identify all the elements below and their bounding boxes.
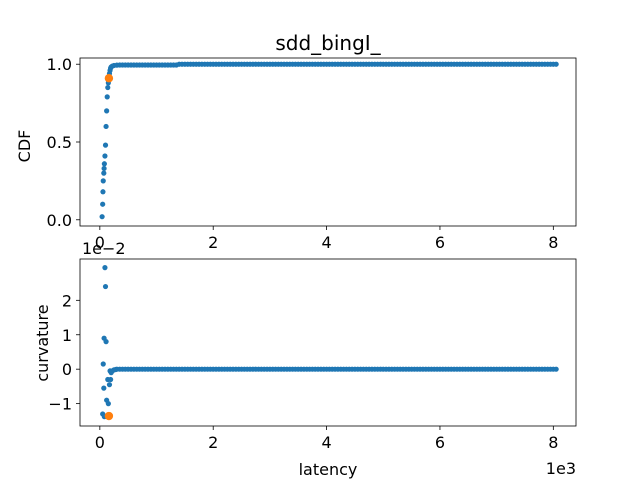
cdf-xtick-label: 2 — [208, 233, 218, 252]
cdf-ytick-label: 0.5 — [47, 133, 72, 152]
cdf-points — [99, 61, 559, 220]
curvature-data-point — [102, 265, 108, 271]
latency-x-scale-label: 1e3 — [546, 459, 576, 478]
curvature-xtick-label: 8 — [548, 433, 558, 452]
cdf-data-point — [104, 94, 110, 100]
cdf-ylabel: CDF — [15, 130, 34, 163]
curvature-data-point — [108, 376, 114, 383]
cdf-xtick-label: 0 — [95, 233, 105, 252]
cdf-xtick-label: 4 — [321, 233, 331, 252]
chart-title: sdd_bingI_ — [275, 31, 381, 55]
cdf-highlight-point — [104, 74, 114, 83]
cdf-data-point — [100, 189, 106, 195]
curvature-data-point — [102, 283, 109, 290]
curvature-data-point — [100, 361, 106, 367]
curvature-ytick-label: 0 — [62, 360, 72, 379]
cdf-data-point — [100, 201, 106, 207]
curvature-points — [100, 265, 559, 421]
curvature-data-point — [105, 401, 111, 407]
cdf-data-point — [100, 178, 106, 184]
cdf-xtick-group: 0 2 4 6 8 — [95, 226, 558, 252]
curvature-highlight-point — [104, 411, 114, 421]
curvature-ytick-group: −1 0 1 2 — [48, 291, 80, 414]
cdf-data-point — [102, 153, 108, 159]
curvature-xtick-label: 6 — [435, 433, 445, 452]
cdf-xtick-label: 8 — [548, 233, 558, 252]
curvature-y-scale-label: 1e−2 — [82, 239, 126, 258]
cdf-subplot: sdd_bingI_ CDF 0.0 0.5 1.0 0 2 4 6 8 — [15, 31, 577, 252]
curvature-data-point — [106, 382, 113, 388]
latency-xlabel: latency — [299, 460, 358, 479]
curvature-xtick-group: 0 2 4 6 8 — [95, 426, 558, 452]
curvature-subplot: 1e−2 curvature latency 1e3 −1 0 1 2 0 2 4 6 8 — [33, 239, 577, 479]
cdf-data-point — [101, 170, 107, 176]
curvature-ytick-label: 1 — [62, 326, 72, 345]
curvature-ytick-label: 2 — [62, 291, 72, 310]
cdf-xtick-label: 6 — [435, 233, 445, 252]
cdf-ytick-label: 0.0 — [47, 211, 72, 230]
curvature-data-point — [101, 385, 107, 391]
curvature-ylabel: curvature — [33, 304, 52, 381]
cdf-data-point — [105, 84, 111, 91]
cdf-data-point — [99, 214, 105, 220]
cdf-data-point — [101, 161, 107, 167]
curvature-xtick-label: 2 — [208, 433, 218, 452]
curvature-data-point — [553, 366, 559, 372]
curvature-xtick-label: 4 — [321, 433, 331, 452]
curvature-ytick-label: −1 — [48, 395, 72, 414]
curvature-data-point — [103, 339, 109, 345]
cdf-data-point — [103, 123, 109, 130]
cdf-ytick-label: 1.0 — [47, 55, 72, 74]
cdf-data-point — [104, 108, 110, 114]
curvature-xtick-label: 0 — [95, 433, 105, 452]
cdf-axes-frame — [79, 57, 577, 227]
cdf-ytick-group: 0.0 0.5 1.0 — [47, 55, 80, 230]
cdf-data-point — [102, 142, 109, 148]
cdf-data-point — [553, 61, 559, 67]
curvature-axes-frame — [79, 258, 577, 427]
cdf-data-point — [101, 165, 107, 172]
